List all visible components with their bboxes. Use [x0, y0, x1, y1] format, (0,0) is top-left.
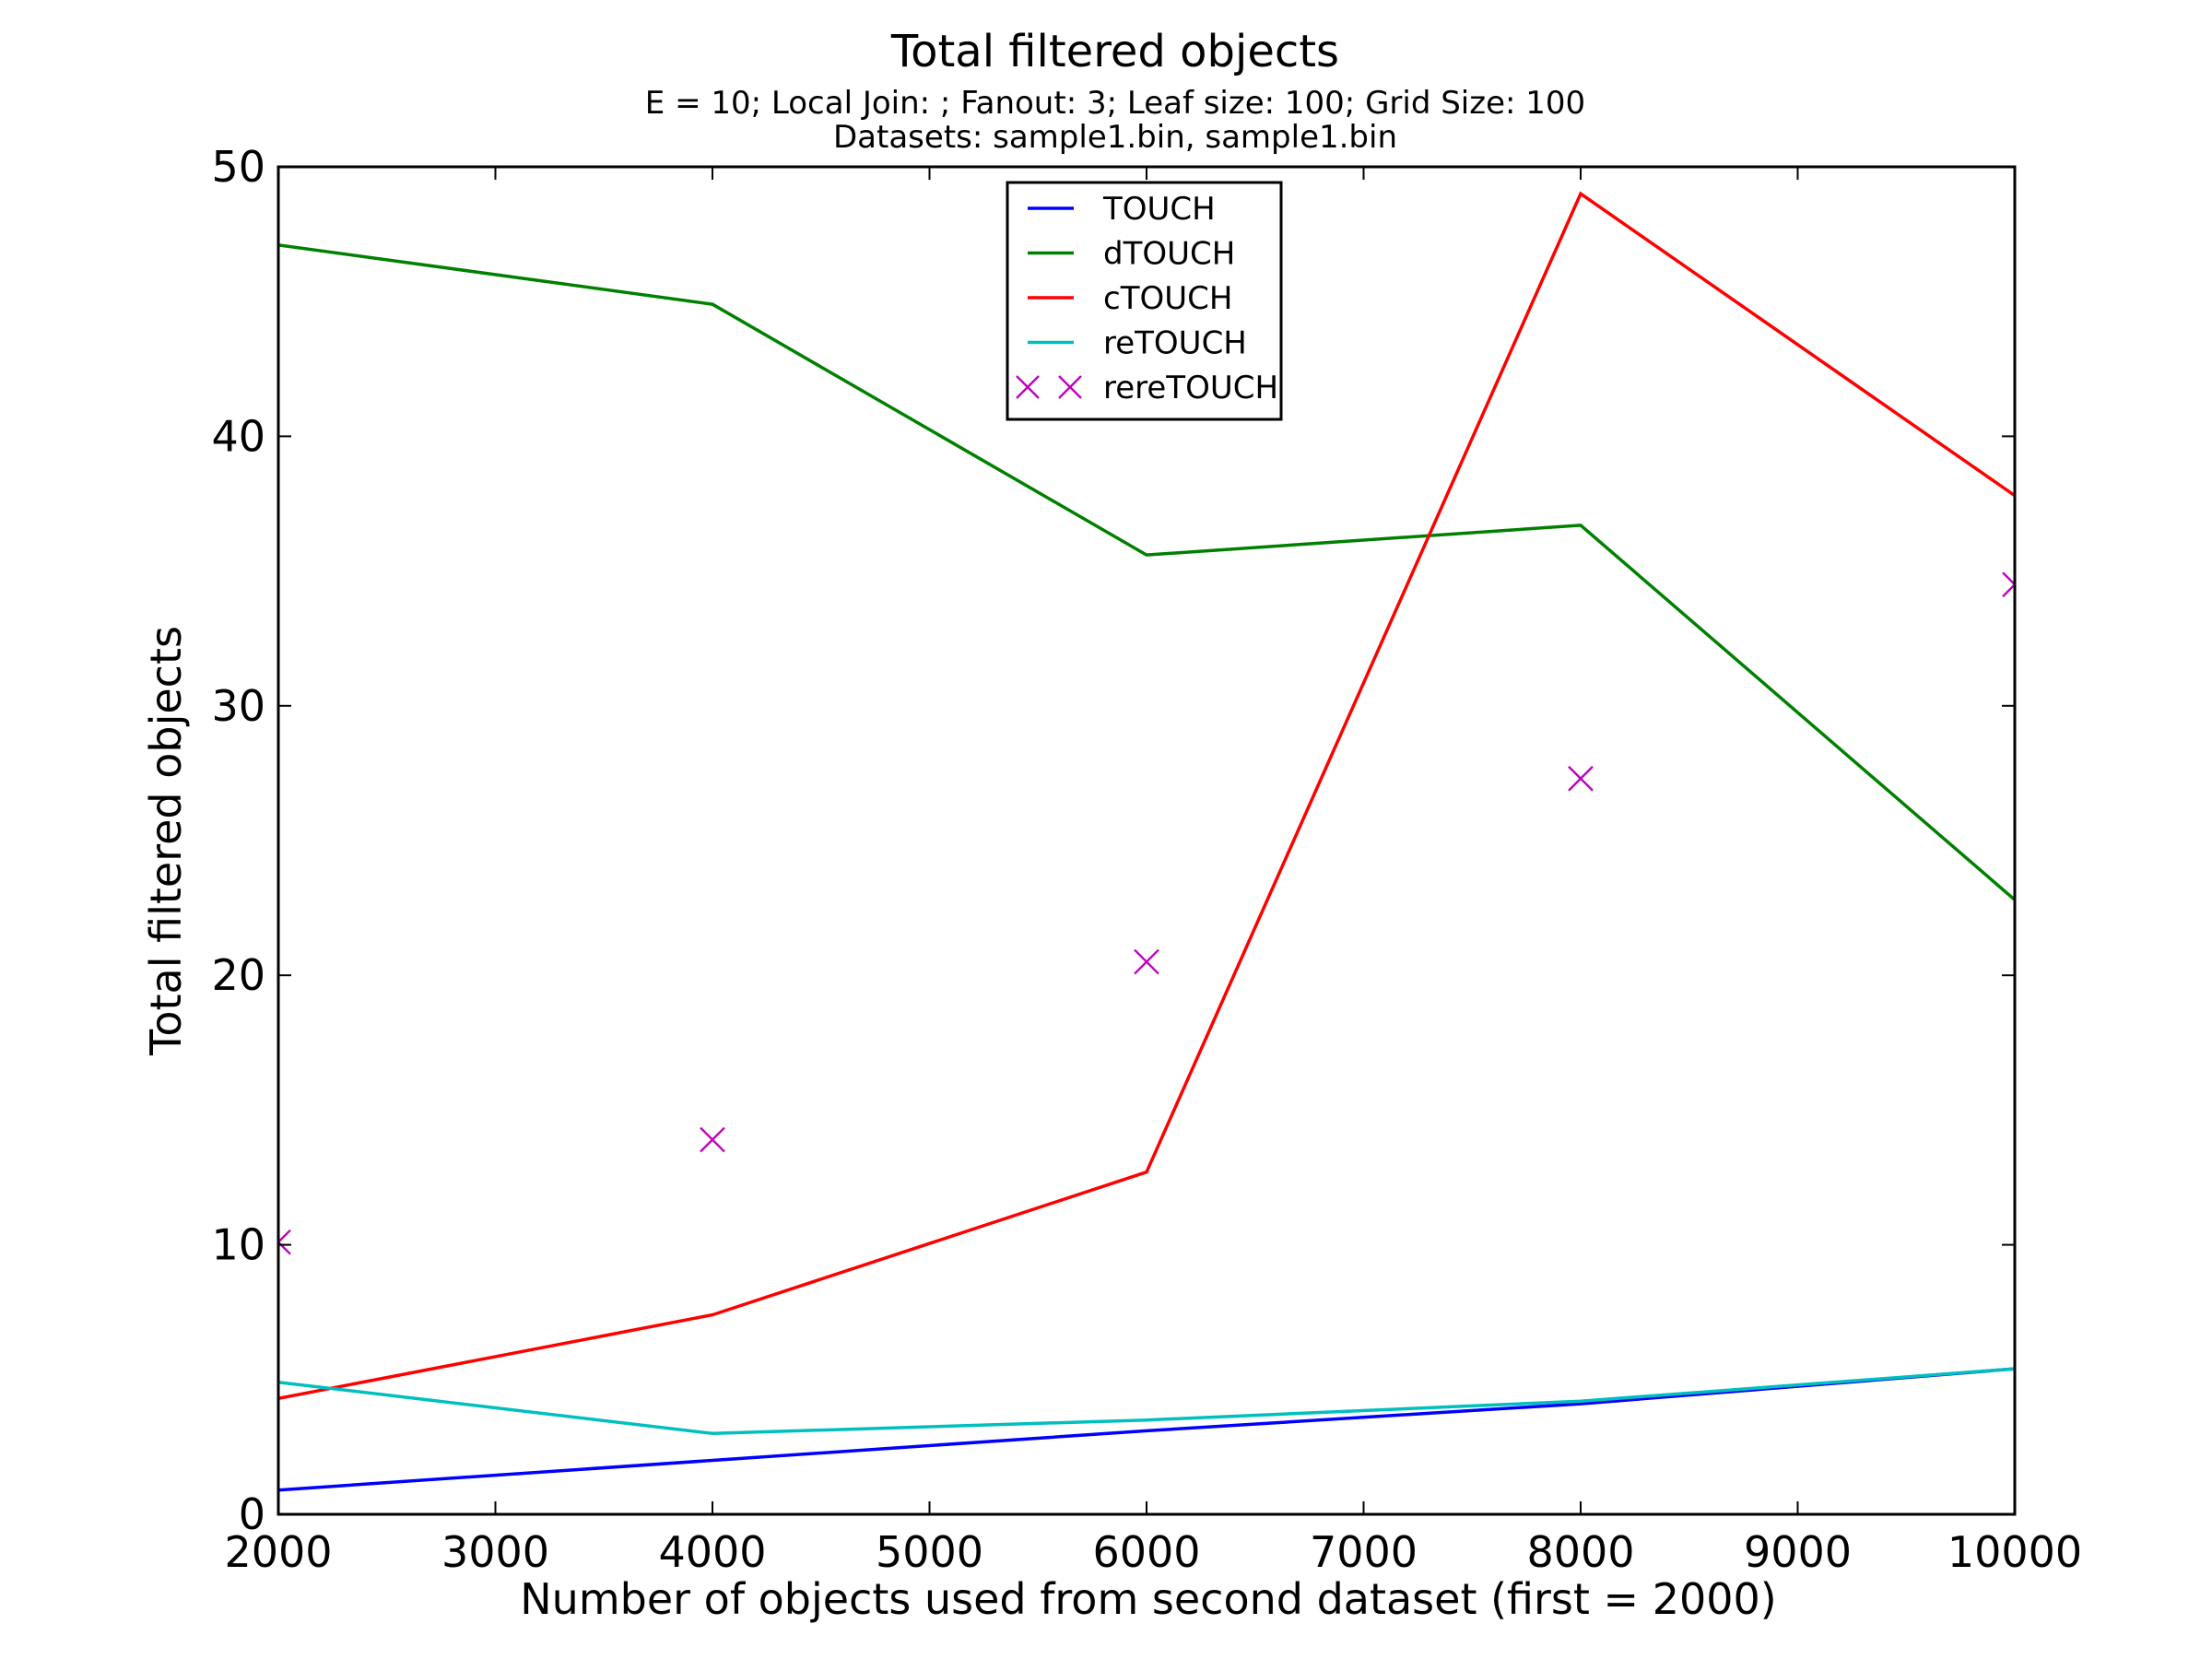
series-line-retouch: [278, 1367, 2015, 1436]
marker-stroke-b: [1016, 375, 1040, 399]
marker-stroke-a: [278, 1240, 291, 1255]
x-axis-label: Number of objects used from second datas…: [520, 1574, 1776, 1624]
series-marker-reretouch-2: [1134, 948, 1159, 975]
marker-stroke-b: [1058, 375, 1082, 399]
series-marker-reretouch-4: [2002, 571, 2015, 598]
marker-stroke-b: [1134, 948, 1159, 975]
x-tick-label: 2000: [224, 1527, 332, 1577]
marker-stroke-b: [1568, 765, 1594, 792]
x-tick-label: 4000: [658, 1527, 766, 1577]
y-tick-label: 0: [239, 1489, 265, 1539]
x-tick-label: 6000: [1092, 1527, 1200, 1577]
series-line-touch: [278, 1367, 2015, 1492]
x-tick-label: 7000: [1310, 1527, 1418, 1577]
x-tick-label: 5000: [876, 1527, 983, 1577]
series-marker-reretouch-1: [700, 1126, 725, 1153]
y-tick-label: 20: [211, 950, 265, 1000]
legend-item-retouch: reTOUCH: [1028, 325, 1247, 362]
legend-item-ctouch: cTOUCH: [1028, 280, 1232, 317]
x-tick-label: 3000: [441, 1527, 549, 1577]
series-marker-reretouch-3: [1568, 765, 1594, 792]
legend-label-dtouch: dTOUCH: [1103, 236, 1235, 273]
legend-item-dtouch: dTOUCH: [1028, 236, 1235, 273]
x-tick-label: 8000: [1526, 1527, 1634, 1577]
x-tick-label: 10000: [1947, 1527, 2082, 1577]
x-tick-label: 9000: [1744, 1527, 1852, 1577]
plot-area: [278, 191, 2015, 1492]
chart-title: Total filtered objects: [890, 26, 1339, 77]
y-axis-label: Total filtered objects: [141, 626, 191, 1056]
legend-label-retouch: reTOUCH: [1103, 325, 1247, 362]
marker-stroke-a: [2002, 571, 2015, 586]
legend-label-ctouch: cTOUCH: [1103, 280, 1232, 317]
y-tick-label: 40: [211, 411, 265, 461]
series-line-ctouch: [278, 191, 2015, 1401]
y-tick-label: 50: [211, 142, 265, 192]
legend-item-reretouch: rereTOUCH: [1016, 370, 1278, 406]
legend-label-reretouch: rereTOUCH: [1103, 370, 1278, 406]
legend-box: [1006, 181, 1283, 421]
marker-stroke-b: [2002, 582, 2015, 598]
y-tick-label: 10: [211, 1220, 265, 1270]
legend-item-touch: TOUCH: [1028, 191, 1216, 228]
legend-swatch-marker-0: [1016, 375, 1040, 399]
chart-subtitle-line-1: E = 10; Local Join: ; Fanout: 3; Leaf si…: [645, 85, 1585, 122]
series-layer: [278, 191, 2015, 1492]
y-tick-label: 30: [211, 681, 265, 731]
marker-stroke-b: [700, 1126, 725, 1153]
marker-stroke-b: [278, 1229, 291, 1244]
legend: TOUCH dTOUCH cTOUCH reTOUCH rereTOUCH: [1006, 181, 1283, 421]
series-marker-reretouch-0: [278, 1229, 291, 1255]
legend-label-touch: TOUCH: [1102, 191, 1216, 228]
axes-layer: 2000 3000 4000 5000 6000 7000 8000 9000 10000 0 10…: [211, 142, 2082, 1577]
series-line-dtouch: [278, 243, 2015, 901]
legend-swatch-marker-1: [1058, 375, 1082, 399]
chart-subtitle-line-2: Datasets: sample1.bin, sample1.bin: [833, 119, 1397, 156]
